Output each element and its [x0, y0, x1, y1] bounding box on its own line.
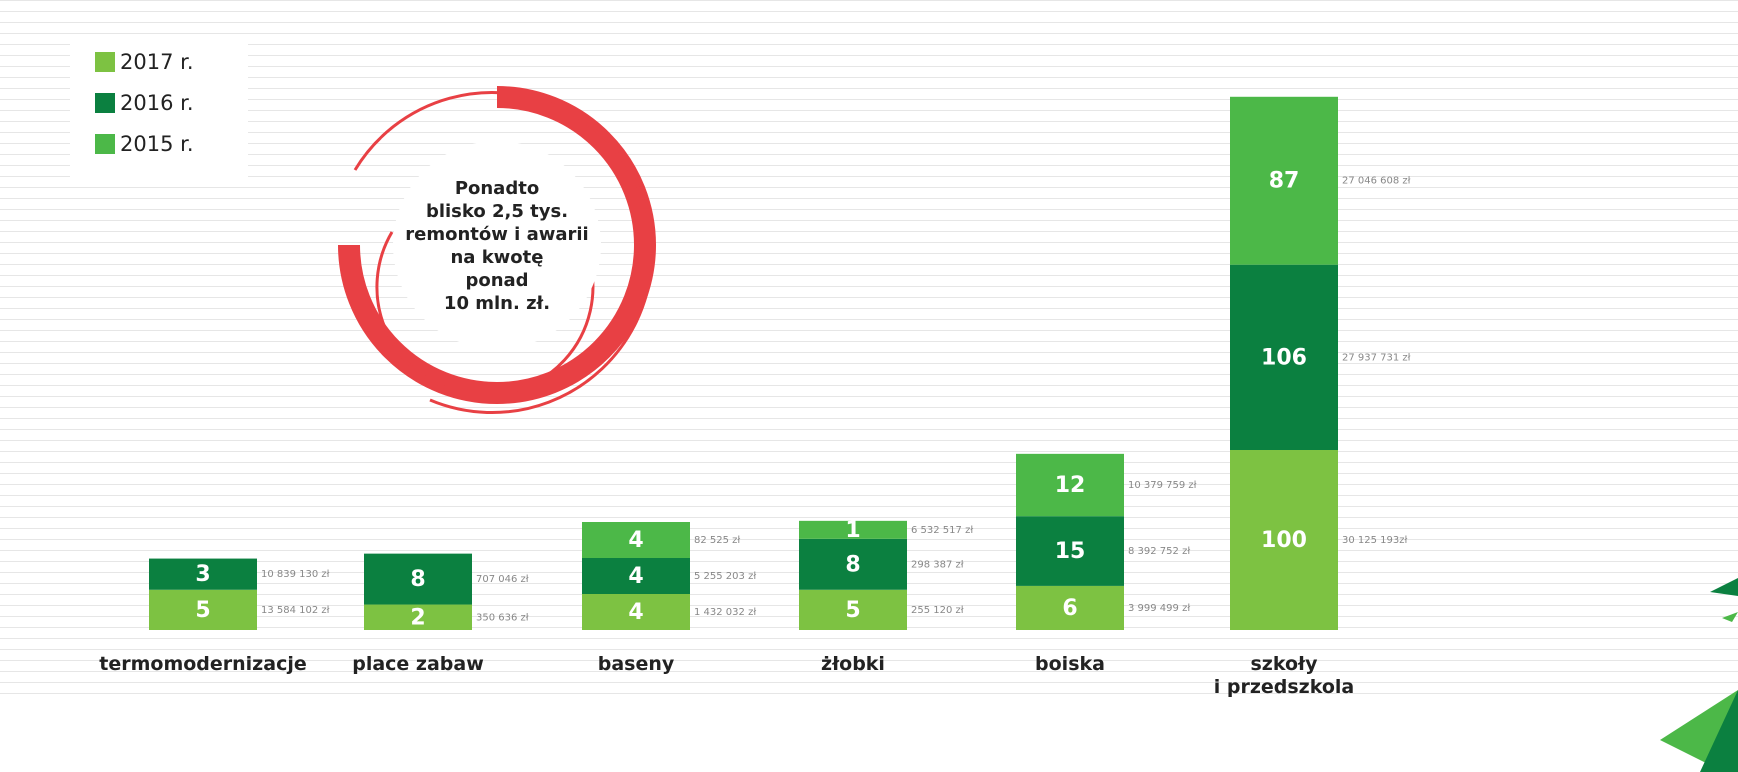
- bar-segment: [1016, 516, 1124, 586]
- amount-label: 27 937 731 zł: [1342, 352, 1411, 363]
- segment-label: 8: [845, 552, 860, 577]
- segment-label: 5: [195, 598, 210, 623]
- amount-label: 5 255 203 zł: [694, 571, 756, 582]
- triangle: [1710, 578, 1738, 596]
- amount-label: 707 046 zł: [476, 574, 529, 585]
- legend-swatch: [95, 52, 115, 72]
- bar-segment: [582, 558, 690, 594]
- donut-ring: [338, 86, 656, 404]
- bar-segment: [1016, 585, 1124, 630]
- category-label: baseny: [598, 653, 675, 675]
- segment-label: 1: [845, 518, 860, 543]
- category-line: żłobki: [821, 653, 885, 675]
- donut-inner-arc: [375, 231, 595, 397]
- bar-segment: [799, 538, 907, 590]
- amount-label: 1 432 032 zł: [694, 607, 756, 618]
- bar-segment: [799, 520, 907, 539]
- bar-segment: [1230, 96, 1338, 265]
- triangle: [1722, 612, 1738, 622]
- segment-label: 4: [628, 600, 643, 625]
- segment-label: 87: [1269, 169, 1300, 194]
- bar-segment: [1016, 453, 1124, 517]
- category-label: termomodernizacje: [99, 653, 306, 675]
- plot: 2017 r. 2016 r. 2015 r. 5 13 584 102 zł 3 10 8…: [95, 50, 1411, 698]
- annotation-line: Ponadto: [455, 178, 539, 199]
- donut-center: [393, 141, 601, 349]
- category-line: szkoły: [1251, 653, 1319, 675]
- amount-label: 298 387 zł: [911, 559, 964, 570]
- legend-swatch: [95, 93, 115, 113]
- category-label: place zabaw: [352, 653, 484, 675]
- segment-label: 12: [1055, 473, 1086, 498]
- donut-outer-arc: [353, 91, 654, 415]
- bar-segment: [1230, 450, 1338, 630]
- category-line: i przedszkola: [1214, 676, 1355, 698]
- amount-label: 13 584 102 zł: [261, 605, 330, 616]
- annotation-line: blisko 2,5 tys.: [426, 201, 568, 222]
- amount-label: 255 120 zł: [911, 605, 964, 616]
- legend-swatch: [95, 134, 115, 154]
- corner-decoration: [1660, 578, 1738, 772]
- segment-label: 8: [410, 567, 425, 592]
- segment-label: 15: [1055, 539, 1086, 564]
- annotation-line: 10 mln. zł.: [444, 293, 550, 314]
- amount-label: 10 839 130 zł: [261, 569, 330, 580]
- annotation-line: na kwotę: [450, 247, 543, 268]
- segment-label: 3: [195, 562, 210, 587]
- segment-label: 4: [628, 528, 643, 553]
- triangle: [1700, 690, 1738, 772]
- annotation-line: remontów i awarii: [405, 224, 588, 245]
- amount-label: 30 125 193zł: [1342, 535, 1408, 546]
- bar-segment: [149, 558, 257, 590]
- legend-label: 2015 r.: [120, 132, 194, 156]
- bar-segment: [1230, 264, 1338, 450]
- amount-label: 82 525 zł: [694, 535, 740, 546]
- category-line: termomodernizacje: [99, 653, 306, 675]
- segment-label: 5: [845, 598, 860, 623]
- donut-decoration: [338, 86, 656, 415]
- amount-label: 8 392 752 zł: [1128, 546, 1190, 557]
- category-label: żłobki: [821, 653, 885, 675]
- amount-label: 3 999 499 zł: [1128, 603, 1190, 614]
- segment-label: 6: [1062, 596, 1077, 621]
- segment-label: 100: [1261, 528, 1307, 553]
- category-line: place zabaw: [352, 653, 484, 675]
- amount-label: 10 379 759 zł: [1128, 480, 1197, 491]
- bar-segment: [364, 604, 472, 630]
- bar-segment: [582, 522, 690, 558]
- amount-label: 6 532 517 zł: [911, 525, 973, 536]
- segment-label: 2: [410, 605, 425, 630]
- bar-segment: [582, 594, 690, 630]
- annotation-line: ponad: [465, 270, 528, 291]
- bar-segment: [799, 589, 907, 630]
- category-line: boiska: [1035, 653, 1105, 675]
- legend-label: 2017 r.: [120, 50, 194, 74]
- category-label: boiska: [1035, 653, 1105, 675]
- segment-label: 106: [1261, 345, 1307, 370]
- bar-segment: [149, 589, 257, 630]
- category-label: szkoły i przedszkola: [1214, 653, 1355, 698]
- segment-label: 4: [628, 564, 643, 589]
- bar-segment: [364, 553, 472, 605]
- category-line: baseny: [598, 653, 675, 675]
- legend-label: 2016 r.: [120, 91, 194, 115]
- amount-label: 27 046 608 zł: [1342, 176, 1411, 187]
- amount-label: 350 636 zł: [476, 612, 529, 623]
